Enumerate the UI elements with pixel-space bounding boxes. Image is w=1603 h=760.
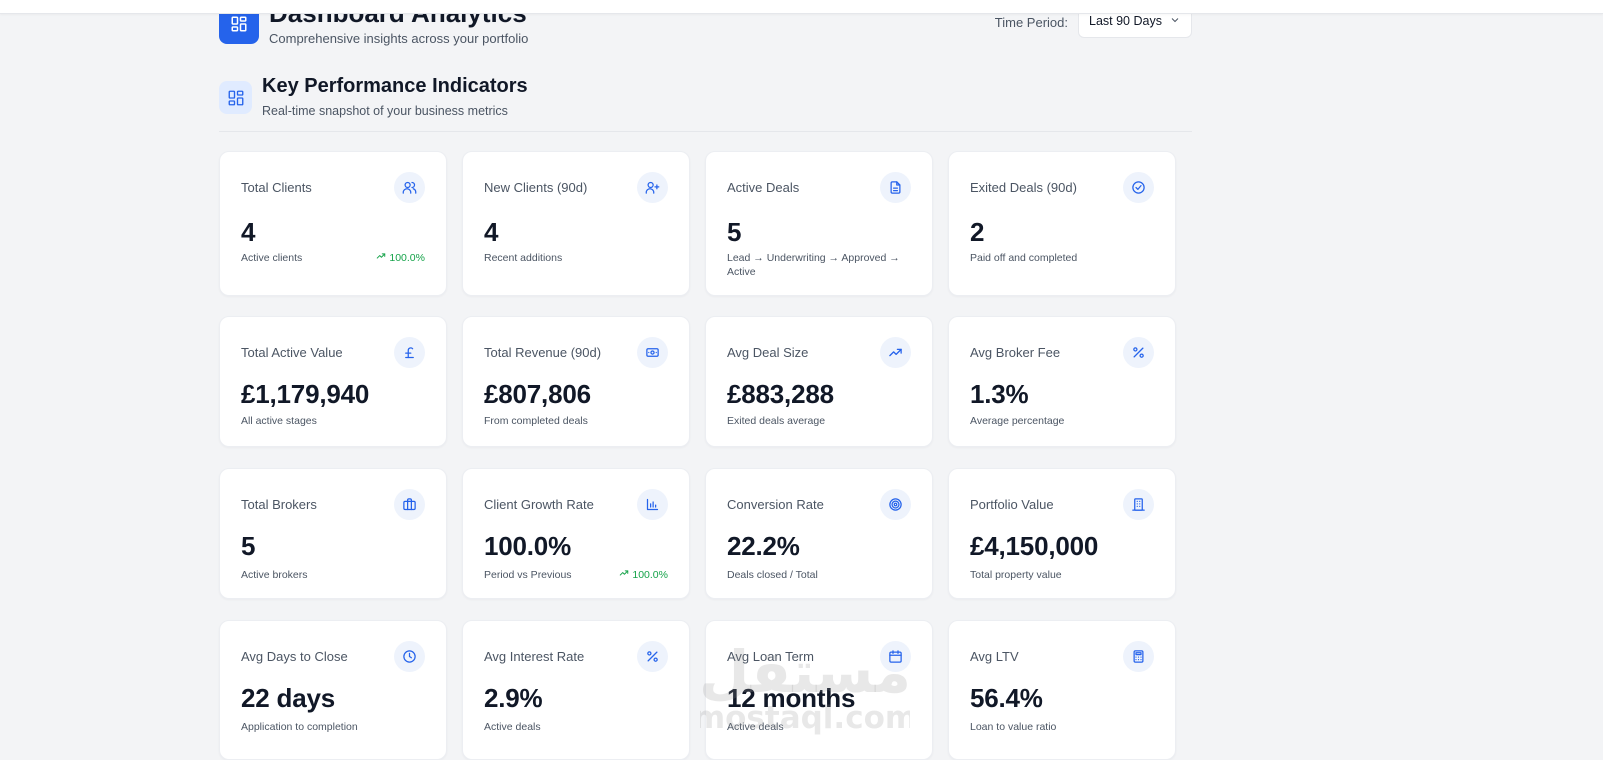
kpi-card-description: Total property value <box>970 569 1062 581</box>
kpi-card-description: From completed deals <box>484 415 588 427</box>
kpi-card-value: 100.0% <box>484 531 571 561</box>
kpi-card-label: Avg Loan Term <box>727 649 814 664</box>
document-icon <box>880 172 911 203</box>
kpi-card-label: Avg Broker Fee <box>970 345 1061 360</box>
kpi-card-value: 5 <box>241 531 256 561</box>
trend-indicator: 100.0% <box>619 568 668 581</box>
kpi-card-label: Conversion Rate <box>727 497 824 512</box>
kpi-card: Conversion Rate 22.2% Deals closed / Total <box>705 468 933 599</box>
kpi-card: Avg Loan Term 12 months Active deals <box>705 620 933 760</box>
kpi-card-description: Application to completion <box>241 721 358 733</box>
kpi-card-value: 4 <box>241 217 256 247</box>
kpi-card-description: Average percentage <box>970 415 1065 427</box>
kpi-card-value: 2.9% <box>484 683 543 713</box>
kpi-card-label: Client Growth Rate <box>484 497 594 512</box>
kpi-card-value: £1,179,940 <box>241 379 370 409</box>
kpi-card-label: Total Brokers <box>241 497 317 512</box>
trend-indicator: 100.0% <box>376 251 425 264</box>
page-subtitle: Comprehensive insights across your portf… <box>269 31 529 46</box>
kpi-grid-icon <box>219 81 252 114</box>
kpi-card-value: 56.4% <box>970 683 1043 713</box>
kpi-card: Avg Days to Close 22 days Application to c… <box>219 620 447 760</box>
kpi-card: Active Deals 5 Lead → Underwriting → Appro… <box>705 151 933 296</box>
kpi-card-value: 4 <box>484 217 499 247</box>
pound-icon <box>394 337 425 368</box>
kpi-card-value: 12 months <box>727 683 856 713</box>
kpi-card: New Clients (90d) 4 Recent additions <box>462 151 690 296</box>
dashboard-header: Dashboard Analytics Comprehensive insigh… <box>219 0 1192 50</box>
briefcase-icon <box>394 489 425 520</box>
kpi-card-value: 5 <box>727 217 742 247</box>
kpi-card-description: Active deals <box>484 721 541 733</box>
kpi-card: Avg Broker Fee 1.3% Average percentage <box>948 316 1176 447</box>
kpi-card-label: New Clients (90d) <box>484 180 588 195</box>
calculator-icon <box>1123 641 1154 672</box>
kpi-card-label: Avg Days to Close <box>241 649 348 664</box>
kpi-card-value: 2 <box>970 217 985 247</box>
trend-value: 100.0% <box>632 568 668 581</box>
time-period-value: Last 90 Days <box>1089 14 1162 28</box>
trending-up-icon <box>880 337 911 368</box>
kpi-card-description: Period vs Previous <box>484 569 572 581</box>
kpi-card-label: Total Active Value <box>241 345 343 360</box>
kpi-card-description: Loan to value ratio <box>970 721 1057 733</box>
trending-up-icon <box>376 251 386 264</box>
kpi-card-description: Paid off and completed <box>970 252 1078 264</box>
kpi-card: Total Clients 4 Active clients 100.0% <box>219 151 447 296</box>
kpi-card: Total Brokers 5 Active brokers <box>219 468 447 599</box>
kpi-card: Total Revenue (90d) £807,806 From complete… <box>462 316 690 447</box>
kpi-card-label: Total Clients <box>241 180 312 195</box>
kpi-card-label: Avg LTV <box>970 649 1019 664</box>
kpi-card-label: Portfolio Value <box>970 497 1054 512</box>
kpi-card-description: Active clients <box>241 252 303 264</box>
kpi-card-label: Active Deals <box>727 180 800 195</box>
trend-value: 100.0% <box>389 251 425 264</box>
bar-chart-icon <box>637 489 668 520</box>
kpi-card: Avg LTV 56.4% Loan to value ratio <box>948 620 1176 760</box>
kpi-card-label: Avg Interest Rate <box>484 649 585 664</box>
building-icon <box>1123 489 1154 520</box>
kpi-section-title: Key Performance Indicators <box>262 75 528 97</box>
kpi-card: Exited Deals (90d) 2 Paid off and complete… <box>948 151 1176 296</box>
kpi-card-value: £807,806 <box>484 379 591 409</box>
trending-up-icon <box>619 568 629 581</box>
user-plus-icon <box>637 172 668 203</box>
clock-icon <box>394 641 425 672</box>
kpi-card-label: Exited Deals (90d) <box>970 180 1077 195</box>
kpi-card-value: £4,150,000 <box>970 531 1099 561</box>
top-bar <box>0 0 1603 14</box>
percent-icon <box>637 641 668 672</box>
kpi-card-description: Active deals <box>727 721 784 733</box>
target-icon <box>880 489 911 520</box>
kpi-card: Client Growth Rate 100.0% Period vs Previo… <box>462 468 690 599</box>
kpi-card-description: Active brokers <box>241 569 308 581</box>
kpi-card-description: Deals closed / Total <box>727 569 818 581</box>
kpi-card-value: £883,288 <box>727 379 834 409</box>
users-icon <box>394 172 425 203</box>
kpi-card-description: Recent additions <box>484 252 563 264</box>
kpi-card-label: Total Revenue (90d) <box>484 345 602 360</box>
kpi-card-description: All active stages <box>241 415 317 427</box>
kpi-card-value: 1.3% <box>970 379 1029 409</box>
kpi-card-description: Lead → Underwriting → Approved → Active <box>727 252 900 278</box>
kpi-card-description: Exited deals average <box>727 415 826 427</box>
banknote-icon <box>637 337 668 368</box>
chevron-down-icon <box>1169 14 1181 29</box>
kpi-card-label: Avg Deal Size <box>727 345 809 360</box>
check-circle-icon <box>1123 172 1154 203</box>
kpi-card: Avg Deal Size £883,288 Exited deals averag… <box>705 316 933 447</box>
percent-icon <box>1123 337 1154 368</box>
kpi-section-subtitle: Real-time snapshot of your business metr… <box>262 104 508 118</box>
kpi-card: Portfolio Value £4,150,000 Total property … <box>948 468 1176 599</box>
calendar-icon <box>880 641 911 672</box>
kpi-card: Total Active Value £1,179,940 All active s… <box>219 316 447 447</box>
kpi-card-value: 22.2% <box>727 531 800 561</box>
kpi-card-value: 22 days <box>241 683 336 713</box>
kpi-section-header: Key Performance Indicators Real-time sna… <box>219 75 1192 132</box>
time-period-label: Time Period: <box>994 15 1068 30</box>
kpi-card: Avg Interest Rate 2.9% Active deals <box>462 620 690 760</box>
